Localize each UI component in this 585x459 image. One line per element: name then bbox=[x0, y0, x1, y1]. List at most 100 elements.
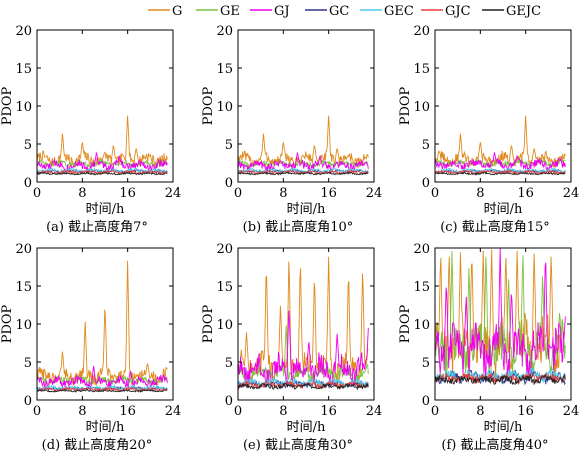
x-tick-label: 0 bbox=[234, 186, 242, 201]
y-tick-label: 5 bbox=[422, 356, 430, 371]
legend-label-gj: GJ bbox=[274, 4, 290, 19]
x-tick-label: 8 bbox=[279, 404, 287, 419]
y-axis-label: PDOP bbox=[0, 304, 15, 343]
y-tick-label: 0 bbox=[422, 176, 430, 191]
x-tick-label: 16 bbox=[517, 404, 534, 419]
series-line-gejc bbox=[435, 373, 566, 386]
series-line-gec bbox=[238, 377, 369, 389]
y-tick-label: 5 bbox=[225, 356, 233, 371]
series-line-gejc bbox=[238, 171, 369, 176]
series-line-gj bbox=[37, 365, 168, 390]
x-tick-label: 24 bbox=[366, 186, 383, 201]
subplot-caption: (f) 截止高度角40° bbox=[441, 437, 548, 453]
y-tick-label: 15 bbox=[413, 280, 430, 295]
x-tick-label: 0 bbox=[234, 404, 242, 419]
y-tick-label: 20 bbox=[413, 242, 430, 257]
x-tick-label: 16 bbox=[119, 186, 136, 201]
series-line-gj bbox=[37, 151, 168, 172]
y-axis-label: PDOP bbox=[201, 304, 216, 343]
y-tick-label: 0 bbox=[225, 176, 233, 191]
series-line-ge bbox=[37, 158, 168, 169]
y-axis-label: PDOP bbox=[0, 86, 15, 125]
subplot-f: 0 5 10 15 20 0 8 16 24 PDOP 时间/h (f) 截止高度角40° bbox=[398, 242, 579, 453]
subplot-caption: (b) 截止高度角10° bbox=[243, 219, 354, 235]
y-tick-label: 20 bbox=[216, 242, 233, 257]
y-tick-label: 20 bbox=[216, 24, 233, 39]
x-axis-label: 时间/h bbox=[484, 202, 523, 217]
x-tick-label: 8 bbox=[476, 404, 484, 419]
y-tick-label: 10 bbox=[216, 100, 233, 115]
x-tick-label: 16 bbox=[119, 404, 136, 419]
series-line-gejc bbox=[37, 171, 168, 176]
series-line-gj bbox=[238, 310, 369, 388]
y-tick-label: 10 bbox=[413, 318, 430, 333]
series-group bbox=[37, 260, 168, 393]
series-line-gjc bbox=[37, 386, 168, 393]
series-group bbox=[435, 248, 566, 386]
y-tick-label: 5 bbox=[24, 356, 32, 371]
series-line-g bbox=[238, 115, 369, 168]
x-axis-label: 时间/h bbox=[287, 202, 326, 217]
y-tick-label: 10 bbox=[216, 318, 233, 333]
x-axis-label: 时间/h bbox=[287, 420, 326, 435]
x-tick-label: 24 bbox=[366, 404, 383, 419]
y-axis-label: PDOP bbox=[398, 86, 413, 125]
series-line-gec bbox=[37, 166, 168, 175]
y-tick-label: 15 bbox=[15, 280, 32, 295]
x-tick-label: 8 bbox=[78, 186, 86, 201]
y-tick-label: 20 bbox=[15, 24, 32, 39]
x-tick-label: 0 bbox=[33, 186, 41, 201]
x-tick-label: 24 bbox=[165, 404, 182, 419]
x-tick-label: 16 bbox=[517, 186, 534, 201]
x-tick-label: 8 bbox=[279, 186, 287, 201]
legend-label-gc: GC bbox=[329, 4, 349, 19]
series-line-gj bbox=[435, 151, 566, 172]
y-axis-label: PDOP bbox=[201, 86, 216, 125]
subplot-caption: (d) 截止高度角20° bbox=[42, 437, 153, 453]
series-line-gjc bbox=[435, 169, 566, 175]
series-line-gejc bbox=[37, 388, 168, 393]
x-axis-label: 时间/h bbox=[86, 202, 125, 217]
y-tick-label: 0 bbox=[422, 394, 430, 409]
subplot-a: 0 5 10 15 20 0 8 16 24 PDOP 时间/h (a) 截止高度角7° bbox=[0, 24, 181, 235]
series-line-g bbox=[37, 260, 168, 387]
y-tick-label: 15 bbox=[216, 280, 233, 295]
subplot-c: 0 5 10 15 20 0 8 16 24 PDOP 时间/h (c) 截止高度角15° bbox=[398, 24, 579, 235]
x-tick-label: 24 bbox=[563, 186, 580, 201]
y-tick-label: 0 bbox=[24, 394, 32, 409]
legend: G GE GJ GC GEC GJC GEJC bbox=[148, 4, 541, 19]
x-tick-label: 16 bbox=[320, 186, 337, 201]
series-group bbox=[435, 115, 566, 176]
y-tick-label: 10 bbox=[15, 100, 32, 115]
legend-label-gjc: GJC bbox=[445, 4, 471, 19]
series-group bbox=[238, 115, 369, 176]
y-tick-label: 15 bbox=[15, 62, 32, 77]
y-tick-label: 0 bbox=[24, 176, 32, 191]
subplot-caption: (c) 截止高度角15° bbox=[440, 219, 550, 235]
x-tick-label: 24 bbox=[563, 404, 580, 419]
y-axis-label: PDOP bbox=[398, 304, 413, 343]
series-group bbox=[37, 115, 168, 176]
x-axis-label: 时间/h bbox=[86, 420, 125, 435]
x-tick-label: 0 bbox=[431, 186, 439, 201]
legend-label-g: G bbox=[172, 4, 182, 19]
series-line-g bbox=[435, 115, 566, 168]
subplot-d: 0 5 10 15 20 0 8 16 24 PDOP 时间/h (d) 截止高度角20° bbox=[0, 242, 181, 453]
series-line-gejc bbox=[435, 171, 566, 176]
y-tick-label: 15 bbox=[413, 62, 430, 77]
subplot-caption: (e) 截止高度角30° bbox=[243, 437, 353, 453]
y-tick-label: 10 bbox=[15, 318, 32, 333]
y-tick-label: 20 bbox=[15, 242, 32, 257]
y-tick-label: 5 bbox=[225, 138, 233, 153]
x-tick-label: 0 bbox=[431, 404, 439, 419]
legend-label-ge: GE bbox=[220, 4, 240, 19]
subplot-e: 0 5 10 15 20 0 8 16 24 PDOP 时间/h (e) 截止高度角30° bbox=[201, 242, 382, 453]
y-tick-label: 10 bbox=[413, 100, 430, 115]
subplot-caption: (a) 截止高度角7° bbox=[46, 219, 148, 235]
y-tick-label: 15 bbox=[216, 62, 233, 77]
legend-label-gec: GEC bbox=[384, 4, 414, 19]
series-line-gejc bbox=[238, 382, 369, 391]
series-group bbox=[238, 256, 369, 391]
legend-label-gejc: GEJC bbox=[506, 4, 541, 19]
